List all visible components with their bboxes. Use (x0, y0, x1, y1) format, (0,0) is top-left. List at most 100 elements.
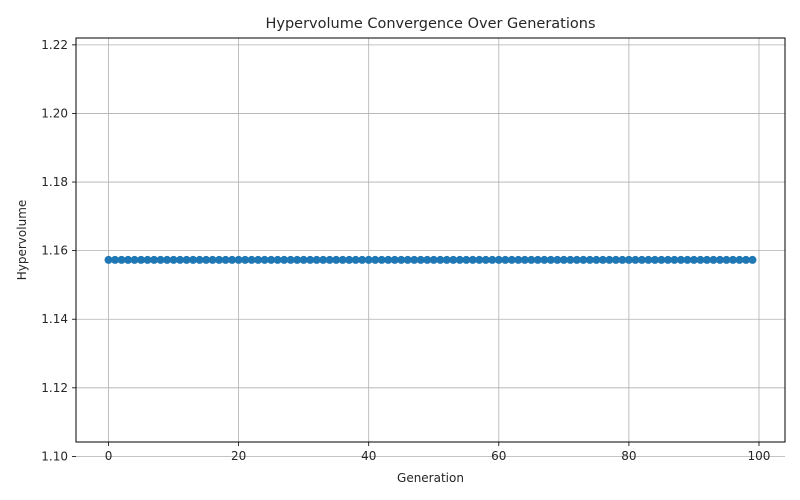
data-point (488, 255, 497, 264)
data-point (325, 255, 334, 264)
y-tick-label: 1.18 (41, 175, 68, 189)
data-point (494, 255, 503, 264)
data-point (605, 255, 614, 264)
data-point (436, 255, 445, 264)
x-tick-label: 80 (621, 449, 636, 463)
data-point (618, 255, 627, 264)
data-point (462, 255, 471, 264)
data-point (546, 255, 555, 264)
data-point (559, 255, 568, 264)
data-point (702, 255, 711, 264)
data-point (507, 255, 516, 264)
data-point (624, 255, 633, 264)
data-point (299, 255, 308, 264)
y-tick-label: 1.10 (41, 449, 68, 463)
data-point (189, 255, 198, 264)
data-point (598, 255, 607, 264)
data-point (384, 255, 393, 264)
data-point (332, 255, 341, 264)
data-point (280, 255, 289, 264)
data-point (306, 255, 315, 264)
data-point (592, 255, 601, 264)
data-point (221, 255, 230, 264)
data-point (247, 255, 256, 264)
data-point (403, 255, 412, 264)
data-point (176, 255, 185, 264)
data-point (267, 255, 276, 264)
data-point (533, 255, 542, 264)
data-point (455, 255, 464, 264)
data-point (150, 255, 159, 264)
x-axis-label: Generation (397, 471, 464, 485)
data-point (338, 255, 347, 264)
y-tick-label: 1.14 (41, 312, 68, 326)
data-point (670, 255, 679, 264)
data-point (683, 255, 692, 264)
data-point (696, 255, 705, 264)
y-tick-label: 1.22 (41, 38, 68, 52)
data-point (715, 255, 724, 264)
data-point (637, 255, 646, 264)
data-point (241, 255, 250, 264)
x-tick-label: 40 (361, 449, 376, 463)
data-point (208, 255, 217, 264)
data-point (254, 255, 263, 264)
data-point (156, 255, 165, 264)
plot-area-frame (75, 37, 786, 443)
data-point (215, 255, 224, 264)
data-point (312, 255, 321, 264)
x-tick-label: 60 (491, 449, 506, 463)
data-point (553, 255, 562, 264)
y-tick-label: 1.16 (41, 244, 68, 258)
series-layer (104, 255, 757, 264)
data-point (585, 255, 594, 264)
data-point (124, 255, 133, 264)
data-point (644, 255, 653, 264)
data-point (748, 255, 757, 264)
data-point (728, 255, 737, 264)
data-point (416, 255, 425, 264)
data-point (709, 255, 718, 264)
data-point (611, 255, 620, 264)
data-point (286, 255, 295, 264)
data-point (358, 255, 367, 264)
data-point (741, 255, 750, 264)
data-point (117, 255, 126, 264)
data-point (449, 255, 458, 264)
data-point (182, 255, 191, 264)
data-point (137, 255, 146, 264)
data-point (202, 255, 211, 264)
data-point (540, 255, 549, 264)
data-point (514, 255, 523, 264)
data-point (423, 255, 432, 264)
y-axis-label: Hypervolume (15, 200, 29, 281)
data-point (429, 255, 438, 264)
x-tick-label: 0 (105, 449, 113, 463)
data-point (579, 255, 588, 264)
data-point (657, 255, 666, 264)
data-point (572, 255, 581, 264)
data-point (163, 255, 172, 264)
data-point (501, 255, 510, 264)
data-point (520, 255, 529, 264)
data-point (410, 255, 419, 264)
data-point (735, 255, 744, 264)
y-tick-label: 1.12 (41, 381, 68, 395)
grid (76, 38, 785, 457)
data-point (468, 255, 477, 264)
ticks: 0 20 40 60 80 100 1.10 1.12 1.14 1.16 1.18 1.20 1.22 (41, 38, 770, 464)
data-point (442, 255, 451, 264)
data-point (527, 255, 536, 264)
data-point (364, 255, 373, 264)
data-point (377, 255, 386, 264)
y-tick-label: 1.20 (41, 106, 68, 120)
x-tick-label: 100 (748, 449, 771, 463)
data-point (689, 255, 698, 264)
data-point (111, 255, 120, 264)
data-point (397, 255, 406, 264)
x-tick-label: 20 (231, 449, 246, 463)
data-point (228, 255, 237, 264)
data-point (390, 255, 399, 264)
